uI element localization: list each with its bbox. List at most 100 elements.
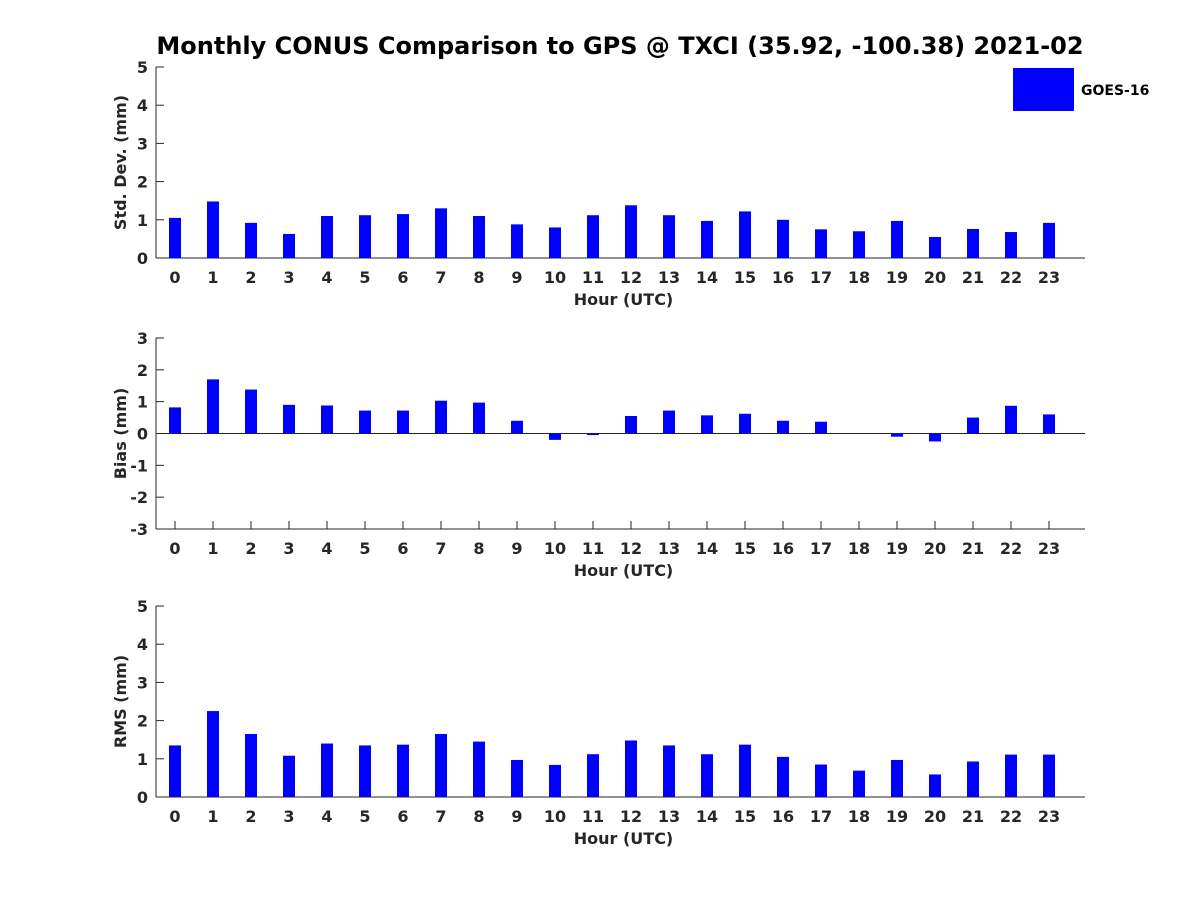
x-tick-label: 2	[245, 539, 256, 558]
x-tick-label: 5	[359, 807, 370, 826]
x-tick-label: 3	[283, 268, 294, 287]
y-tick-label: 3	[137, 673, 148, 692]
bar-hour-3	[283, 233, 295, 258]
bar-hour-9	[511, 420, 523, 434]
x-tick-label: 0	[169, 807, 180, 826]
x-tick-label: 18	[848, 268, 870, 287]
bar-hour-5	[359, 745, 371, 797]
x-tick-label: 23	[1038, 539, 1060, 558]
x-tick-label: 10	[544, 807, 566, 826]
bar-hour-8	[473, 215, 485, 258]
bar-hour-15	[739, 211, 751, 258]
bar-hour-20	[929, 774, 941, 797]
bar-hour-7	[435, 208, 447, 258]
x-tick-label: 18	[848, 807, 870, 826]
x-tick-label: 3	[283, 539, 294, 558]
x-tick-label: 2	[245, 807, 256, 826]
x-tick-label: 6	[397, 539, 408, 558]
x-tick-label: 13	[658, 539, 680, 558]
bar-hour-5	[359, 215, 371, 258]
bar-hour-0	[169, 217, 181, 258]
y-tick-label: -3	[130, 520, 148, 539]
y-tick-label: 4	[137, 635, 148, 654]
x-tick-label: 16	[772, 539, 794, 558]
x-tick-label: 21	[962, 268, 984, 287]
bar-hour-7	[435, 400, 447, 434]
bar-hour-1	[207, 201, 219, 258]
x-tick-label: 13	[658, 268, 680, 287]
x-tick-label: 22	[1000, 807, 1022, 826]
x-tick-label: 22	[1000, 539, 1022, 558]
bar-hour-2	[245, 389, 257, 434]
x-tick-label: 17	[810, 807, 832, 826]
bar-hour-18	[853, 231, 865, 258]
bar-hour-23	[1043, 222, 1055, 258]
x-tick-label: 8	[473, 539, 484, 558]
x-tick-label: 3	[283, 807, 294, 826]
bar-hour-4	[321, 743, 333, 797]
bar-hour-19	[891, 433, 903, 437]
x-tick-label: 12	[620, 268, 642, 287]
x-tick-label: 12	[620, 807, 642, 826]
x-tick-label: 14	[696, 268, 718, 287]
x-tick-label: 1	[207, 807, 218, 826]
bar-hour-12	[625, 205, 637, 258]
y-tick-label: 1	[137, 750, 148, 769]
bar-hour-15	[739, 413, 751, 434]
bar-hour-0	[169, 745, 181, 797]
x-tick-label: 5	[359, 268, 370, 287]
x-tick-label: 10	[544, 268, 566, 287]
x-tick-label: 21	[962, 807, 984, 826]
x-tick-label: 20	[924, 807, 946, 826]
x-axis-label: Hour (UTC)	[574, 829, 674, 848]
bar-hour-17	[815, 764, 827, 797]
x-tick-label: 13	[658, 807, 680, 826]
legend: GOES-16	[1013, 68, 1149, 111]
bar-hour-22	[1005, 405, 1017, 434]
bar-hour-1	[207, 711, 219, 797]
bar-hour-8	[473, 402, 485, 434]
bar-hour-9	[511, 759, 523, 797]
x-tick-label: 4	[321, 268, 332, 287]
bar-hour-14	[701, 754, 713, 797]
bar-hour-21	[967, 228, 979, 258]
bar-hour-14	[701, 415, 713, 434]
x-tick-label: 22	[1000, 268, 1022, 287]
bar-hour-13	[663, 410, 675, 434]
x-tick-label: 21	[962, 539, 984, 558]
y-tick-label: 2	[137, 173, 148, 192]
x-tick-label: 6	[397, 807, 408, 826]
x-tick-label: 15	[734, 539, 756, 558]
y-tick-label: 2	[137, 361, 148, 380]
y-tick-label: 2	[137, 712, 148, 731]
bar-hour-4	[321, 405, 333, 434]
x-tick-label: 15	[734, 807, 756, 826]
x-tick-label: 9	[511, 268, 522, 287]
x-tick-label: 16	[772, 807, 794, 826]
y-axis-label: RMS (mm)	[111, 655, 130, 748]
bar-hour-21	[967, 761, 979, 797]
y-tick-label: -1	[130, 456, 148, 475]
x-tick-label: 23	[1038, 807, 1060, 826]
y-tick-label: 5	[137, 58, 148, 77]
x-tick-label: 7	[435, 539, 446, 558]
y-tick-label: 5	[137, 597, 148, 616]
y-tick-label: 1	[137, 393, 148, 412]
x-tick-label: 4	[321, 807, 332, 826]
x-tick-label: 17	[810, 539, 832, 558]
bar-hour-5	[359, 410, 371, 434]
bar-hour-17	[815, 229, 827, 258]
bar-hour-2	[245, 733, 257, 797]
x-tick-label: 5	[359, 539, 370, 558]
x-tick-label: 0	[169, 268, 180, 287]
x-tick-label: 19	[886, 807, 908, 826]
bar-hour-16	[777, 219, 789, 258]
x-tick-label: 23	[1038, 268, 1060, 287]
bar-hour-4	[321, 215, 333, 258]
chart-title: Monthly CONUS Comparison to GPS @ TXCI (…	[156, 32, 1083, 60]
bar-hour-14	[701, 220, 713, 258]
